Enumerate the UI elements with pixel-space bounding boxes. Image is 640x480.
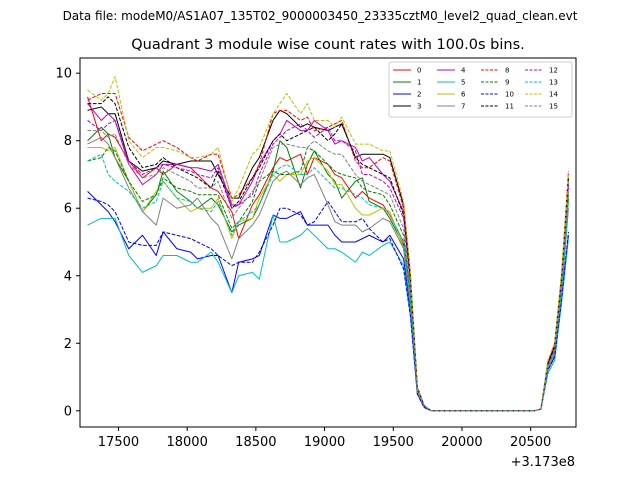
- x-tick-label-18500: 18500: [235, 435, 276, 450]
- x-tick-label-20500: 20500: [510, 435, 551, 450]
- legend-label-3: 3: [417, 103, 421, 111]
- legend-label-15: 15: [549, 103, 558, 111]
- x-tick-label-20000: 20000: [441, 435, 482, 450]
- figure-suptitle: Data file: modeM0/AS1A07_135T02_90000034…: [63, 9, 578, 23]
- x-axis: 17500 18000 18500 19000 19500 20000 20500: [98, 427, 551, 450]
- series-line-10: [87, 197, 569, 412]
- legend-frame: [388, 61, 573, 118]
- y-tick-label-6: 6: [64, 202, 72, 217]
- legend-label-14: 14: [549, 91, 558, 99]
- y-tick-label-10: 10: [55, 67, 72, 82]
- series-layer: [87, 76, 569, 412]
- legend-label-0: 0: [417, 67, 421, 75]
- legend-label-6: 6: [461, 91, 466, 99]
- chart-title: Quadrant 3 module wise count rates with …: [131, 37, 525, 53]
- x-tick-label-19500: 19500: [373, 435, 414, 450]
- x-tick-label-17500: 17500: [98, 435, 139, 450]
- legend-label-12: 12: [549, 67, 558, 75]
- y-axis: 0 2 4 6 8 10: [55, 67, 80, 419]
- plot-area: [79, 57, 577, 428]
- y-tick-label-8: 8: [64, 134, 72, 149]
- legend-label-2: 2: [417, 91, 421, 99]
- plot-frame: [79, 57, 577, 428]
- y-tick-label-0: 0: [64, 404, 72, 419]
- y-tick-label-2: 2: [64, 337, 72, 352]
- legend-label-4: 4: [461, 67, 466, 75]
- legend-label-10: 10: [505, 91, 514, 99]
- x-tick-label-19000: 19000: [304, 435, 345, 450]
- series-line-13: [87, 153, 569, 412]
- x-offset-label: +3.173e8: [511, 455, 575, 470]
- legend-label-5: 5: [461, 79, 465, 87]
- plot-background: [80, 58, 576, 427]
- legend-label-7: 7: [461, 103, 465, 111]
- series-line-14: [87, 76, 569, 412]
- series-line-15: [87, 130, 569, 412]
- y-tick-label-4: 4: [64, 269, 72, 284]
- legend-label-9: 9: [505, 79, 509, 87]
- legend-label-13: 13: [549, 79, 558, 87]
- legend-label-11: 11: [505, 103, 514, 111]
- x-tick-label-18000: 18000: [166, 435, 207, 450]
- legend-label-1: 1: [417, 79, 421, 87]
- legend-label-8: 8: [505, 67, 509, 75]
